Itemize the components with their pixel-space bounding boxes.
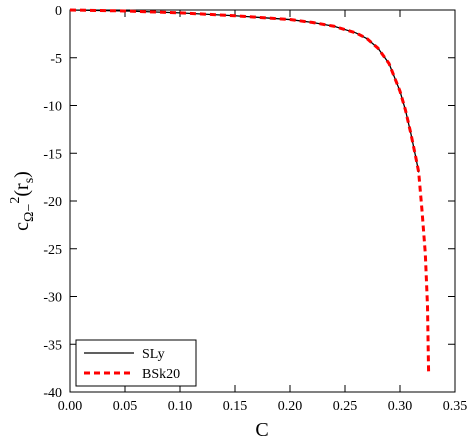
y-tick-label: -15 [43, 147, 62, 162]
y-tick-label: 0 [55, 4, 62, 19]
legend-box [75, 339, 197, 387]
y-tick-label: -20 [43, 195, 62, 210]
y-label-part: c [11, 222, 33, 231]
x-tick-label: 0.35 [443, 399, 468, 414]
legend-label: BSk20 [142, 367, 180, 382]
y-label-part: ) [11, 171, 33, 178]
y-tick-label: -35 [43, 338, 62, 353]
y-label-part: (r [11, 183, 33, 197]
x-tick-label: 0.10 [168, 399, 193, 414]
plot-frame [69, 9, 456, 393]
x-tick-label: 0.20 [278, 399, 303, 414]
y-axis-label: cΩ−2(rs) [8, 171, 37, 231]
x-tick-label: 0.25 [333, 399, 358, 414]
series-line [69, 9, 420, 173]
y-label-part: Ω− [22, 204, 37, 222]
y-tick-label: -25 [43, 243, 62, 258]
x-tick-label: 0.00 [58, 399, 83, 414]
x-tick-label: 0.30 [388, 399, 413, 414]
y-tick-label: -10 [43, 100, 62, 115]
series-line [69, 8, 431, 373]
y-label-part: 2 [8, 197, 23, 204]
x-axis-label: C [255, 419, 268, 441]
legend-label: SLy [142, 347, 165, 362]
y-label-part: s [22, 178, 37, 183]
x-tick-label: 0.15 [223, 399, 248, 414]
x-tick-label: 0.05 [113, 399, 138, 414]
y-tick-label: -40 [43, 386, 62, 401]
y-tick-label: -5 [50, 52, 62, 67]
y-tick-label: -30 [43, 291, 62, 306]
